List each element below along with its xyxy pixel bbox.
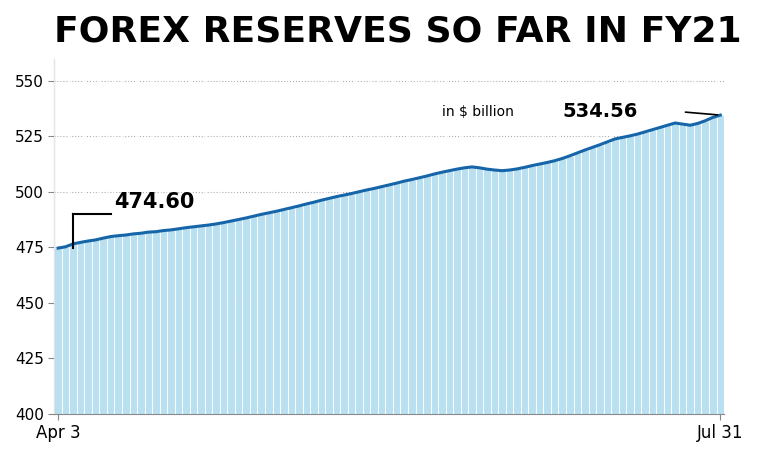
- Bar: [694, 123, 701, 414]
- Bar: [641, 132, 649, 414]
- Bar: [468, 167, 476, 414]
- Bar: [265, 213, 272, 414]
- Bar: [701, 121, 709, 414]
- Bar: [145, 232, 152, 414]
- Bar: [325, 198, 332, 414]
- Bar: [310, 202, 318, 414]
- Bar: [603, 142, 611, 414]
- Bar: [588, 148, 596, 414]
- Bar: [272, 211, 280, 414]
- Bar: [551, 161, 559, 414]
- Bar: [393, 183, 401, 414]
- Bar: [340, 195, 348, 414]
- Bar: [483, 169, 491, 414]
- Bar: [657, 128, 664, 414]
- Text: 474.60: 474.60: [115, 192, 195, 212]
- Bar: [596, 145, 603, 414]
- Bar: [491, 170, 499, 414]
- Bar: [513, 169, 521, 414]
- Bar: [332, 197, 340, 414]
- Bar: [672, 123, 679, 414]
- Bar: [84, 241, 92, 414]
- Bar: [152, 232, 159, 414]
- Bar: [664, 125, 672, 414]
- Bar: [415, 178, 423, 414]
- Bar: [182, 228, 190, 414]
- Bar: [318, 200, 325, 414]
- Bar: [528, 165, 536, 414]
- Bar: [303, 204, 310, 414]
- Bar: [634, 134, 641, 414]
- Bar: [536, 164, 543, 414]
- Bar: [257, 214, 265, 414]
- Bar: [370, 188, 378, 414]
- Bar: [167, 230, 175, 414]
- Bar: [559, 159, 566, 414]
- Bar: [220, 223, 228, 414]
- Bar: [626, 136, 634, 414]
- Bar: [69, 244, 77, 414]
- Bar: [175, 229, 182, 414]
- Text: 534.56: 534.56: [562, 102, 638, 122]
- Bar: [499, 170, 505, 414]
- Bar: [686, 125, 694, 414]
- Bar: [99, 238, 107, 414]
- Bar: [228, 221, 235, 414]
- Bar: [574, 153, 581, 414]
- Bar: [619, 138, 626, 414]
- Bar: [235, 219, 242, 414]
- Bar: [453, 169, 461, 414]
- Bar: [250, 216, 257, 414]
- Bar: [295, 206, 303, 414]
- Bar: [190, 227, 197, 414]
- Text: FOREX RESERVES SO FAR IN FY21: FOREX RESERVES SO FAR IN FY21: [55, 15, 742, 49]
- Bar: [122, 235, 130, 414]
- Bar: [77, 242, 84, 414]
- Bar: [461, 168, 468, 414]
- Bar: [505, 170, 513, 414]
- Bar: [649, 130, 657, 414]
- Bar: [213, 224, 220, 414]
- Bar: [159, 231, 167, 414]
- Bar: [476, 168, 483, 414]
- Bar: [130, 234, 137, 414]
- Bar: [288, 208, 295, 414]
- Bar: [611, 139, 619, 414]
- Bar: [386, 185, 393, 414]
- Bar: [61, 247, 69, 414]
- Bar: [115, 236, 122, 414]
- Bar: [197, 226, 205, 414]
- Bar: [55, 248, 61, 414]
- Bar: [566, 156, 574, 414]
- Bar: [430, 174, 438, 414]
- Bar: [716, 115, 724, 414]
- Bar: [521, 167, 528, 414]
- Bar: [543, 163, 551, 414]
- Bar: [423, 176, 430, 414]
- Bar: [709, 117, 716, 414]
- Bar: [401, 181, 408, 414]
- Bar: [205, 225, 213, 414]
- Bar: [137, 233, 145, 414]
- Bar: [242, 218, 250, 414]
- Bar: [355, 192, 363, 414]
- Bar: [280, 209, 288, 414]
- Bar: [679, 124, 686, 414]
- Bar: [92, 240, 99, 414]
- Bar: [363, 190, 370, 414]
- Bar: [581, 150, 588, 414]
- Bar: [348, 193, 355, 414]
- Bar: [408, 180, 415, 414]
- Bar: [446, 170, 453, 414]
- Text: in $ billion: in $ billion: [442, 105, 514, 119]
- Bar: [438, 172, 446, 414]
- Bar: [378, 186, 386, 414]
- Bar: [107, 237, 115, 414]
